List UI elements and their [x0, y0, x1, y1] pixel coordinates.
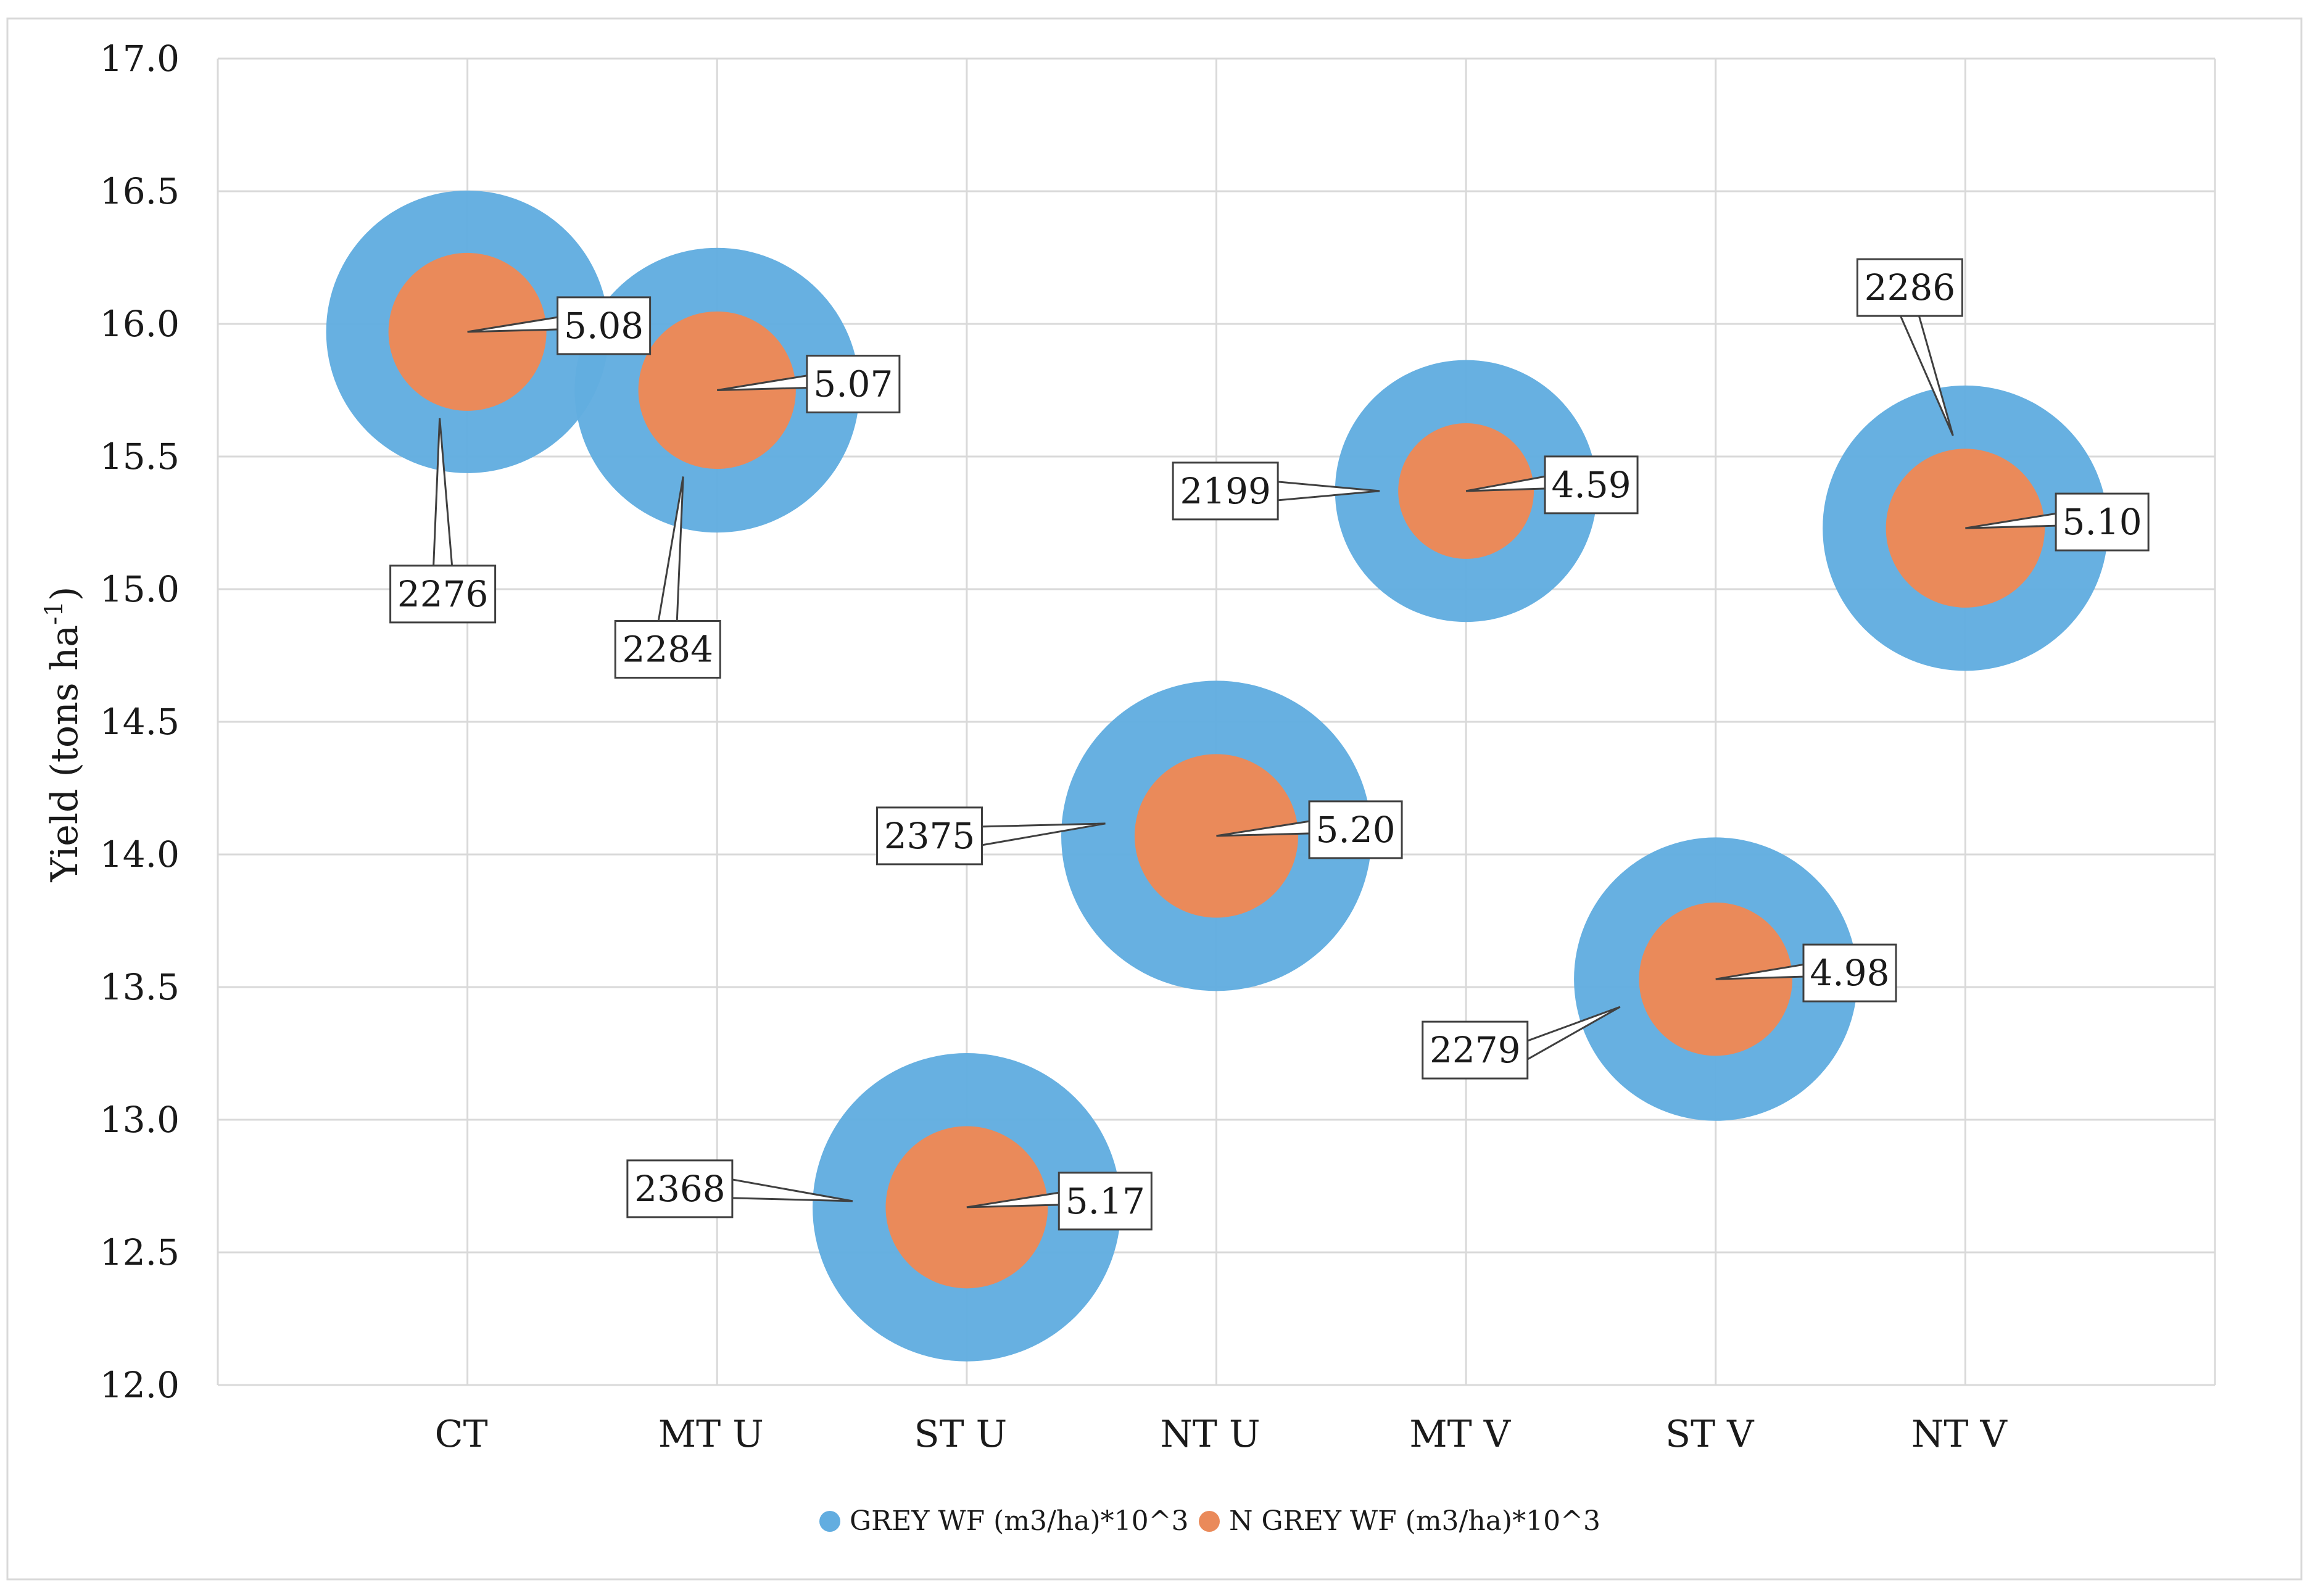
legend-item-grey-wf: GREY WF (m3/ha)*10^3	[819, 1505, 1188, 1537]
n-grey-wf-label-box	[806, 355, 901, 413]
y-tick-label: 16.5	[100, 170, 180, 212]
y-tick-label: 12.0	[100, 1364, 180, 1406]
n-grey-wf-label-mt-u: 5.07	[717, 355, 901, 413]
data-labels: 5.08 2276 5.07 2284 5.17 2368 5.20 2375 4.59 2199…	[389, 258, 2150, 1231]
y-tick-label: 15.5	[100, 436, 180, 478]
grey-wf-label-nt-u: 2375	[876, 806, 1106, 866]
grey-wf-label-st-v: 2279	[1422, 1006, 1621, 1080]
grey-wf-label-box	[626, 1159, 734, 1218]
n-grey-wf-label-nt-u: 5.20	[1216, 800, 1403, 859]
grey-wf-label-box	[876, 806, 983, 866]
n-grey-wf-label-text: 4.59	[1551, 464, 1631, 506]
y-axis-title-main: Yield (tons ha	[43, 625, 86, 882]
grey-wf-label-nt-v: 2286	[1856, 258, 1963, 436]
grey-wf-label-text: 2284	[622, 629, 713, 671]
legend: GREY WF (m3/ha)*10^3 N GREY WF (m3/ha)*10…	[819, 1505, 1600, 1537]
grey-wf-label-mt-v: 2199	[1172, 461, 1380, 521]
y-tick-label: 17.0	[100, 38, 180, 80]
grey-wf-label-text: 2375	[884, 815, 975, 857]
n-grey-wf-label-box	[557, 296, 652, 355]
n-grey-wf-label-box	[1802, 943, 1897, 1003]
x-category-label-nt-v: NT V	[1911, 1413, 2008, 1456]
y-tick-label: 13.0	[100, 1099, 180, 1141]
x-category-label-ct: CT	[435, 1413, 488, 1456]
y-tick-label: 12.5	[100, 1231, 180, 1273]
grey-wf-label-text: 2368	[634, 1168, 726, 1210]
grey-wf-label-box	[389, 564, 497, 624]
grey-wf-label-box	[1172, 461, 1279, 521]
n-grey-wf-label-box	[2055, 492, 2150, 552]
legend-label: N GREY WF (m3/ha)*10^3	[1229, 1505, 1600, 1537]
n-grey-wf-label-st-u: 5.17	[966, 1172, 1153, 1231]
x-category-label-nt-u: NT U	[1160, 1413, 1260, 1456]
grey-wf-label-mt-u: 2284	[614, 476, 721, 679]
grey-wf-label-text: 2199	[1180, 470, 1271, 512]
n-grey-wf-label-box	[1544, 455, 1639, 515]
n-grey-wf-label-mt-v: 4.59	[1465, 455, 1639, 515]
n-grey-wf-label-box	[1058, 1172, 1153, 1231]
n-grey-wf-label-ct: 5.08	[467, 296, 652, 355]
n-grey-wf-label-text: 5.20	[1315, 809, 1395, 851]
n-grey-wf-label-box	[1308, 800, 1403, 859]
grey-wf-label-text: 2286	[1865, 267, 1956, 308]
n-grey-wf-label-text: 5.07	[813, 363, 893, 405]
y-tick-label: 14.0	[100, 833, 180, 875]
x-category-label-mt-u: MT U	[658, 1413, 764, 1456]
grey-wf-label-box	[614, 620, 721, 679]
n-grey-wf-label-text: 5.10	[2063, 501, 2142, 543]
y-axis-title-superscript: -1	[40, 601, 68, 625]
n-grey-wf-label-text: 4.98	[1810, 952, 1889, 994]
y-tick-label: 16.0	[100, 303, 180, 345]
x-category-label-st-u: ST U	[914, 1413, 1007, 1456]
x-category-label-mt-v: MT V	[1409, 1413, 1512, 1456]
legend-item-n-grey-wf: N GREY WF (m3/ha)*10^3	[1199, 1505, 1600, 1537]
y-tick-label: 14.5	[100, 701, 180, 743]
legend-label: GREY WF (m3/ha)*10^3	[850, 1505, 1188, 1537]
y-tick-label: 15.0	[100, 568, 180, 610]
n-grey-wf-label-text: 5.17	[1066, 1180, 1145, 1222]
grey-wf-label-st-u: 2368	[626, 1159, 853, 1218]
grey-wf-label-text: 2279	[1430, 1029, 1521, 1071]
grey-wf-label-text: 2276	[397, 573, 489, 615]
n-grey-wf-label-nt-v: 5.10	[1965, 492, 2150, 552]
axes: 12.0 12.5 13.0 13.5 14.0 14.5 15.0 15.5 16.0 16.5…	[100, 38, 2008, 1456]
grey-wf-label-box	[1422, 1020, 1529, 1080]
x-category-label-st-v: ST V	[1665, 1413, 1755, 1456]
grey-wf-label-ct: 2276	[389, 418, 497, 624]
legend-marker	[1199, 1511, 1220, 1532]
n-grey-wf-label-st-v: 4.98	[1715, 943, 1897, 1003]
legend-marker	[819, 1511, 840, 1532]
grey-wf-label-box	[1856, 258, 1963, 317]
n-grey-wf-label-text: 5.08	[564, 305, 644, 347]
y-axis-title-suffix: )	[43, 587, 86, 601]
y-axis-title: Yield (tons ha-1)	[40, 587, 86, 883]
y-tick-label: 13.5	[100, 966, 180, 1008]
